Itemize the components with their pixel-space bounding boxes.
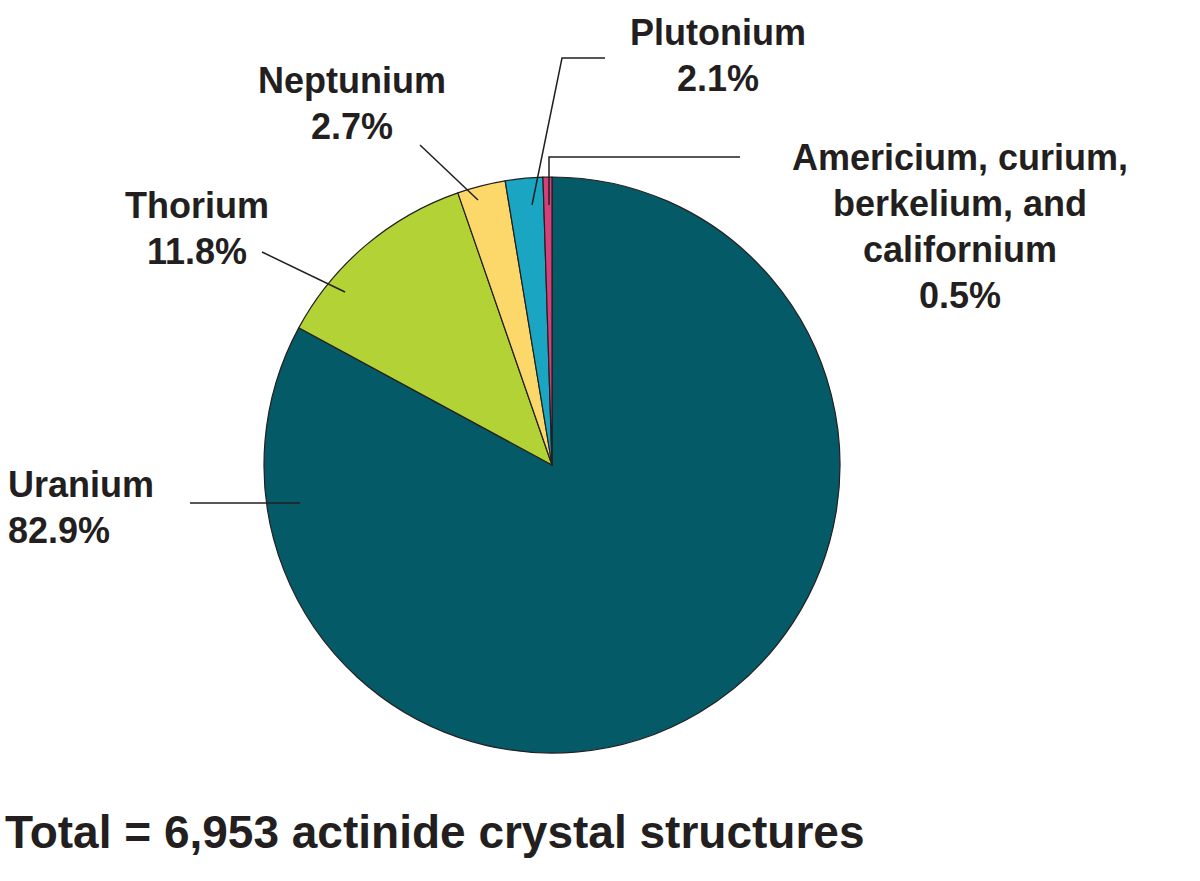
value-label: 2.1%	[677, 58, 759, 99]
leader-line	[420, 145, 478, 200]
category-label: Plutonium	[630, 12, 806, 53]
pie-slice	[505, 177, 552, 465]
value-label: 0.5%	[919, 275, 1001, 316]
pie	[264, 177, 840, 753]
chart-title: Total = 6,953 actinide crystal structure…	[5, 806, 864, 858]
labels: Uranium 82.9% Thorium 11.8% Neptunium 2.7% Plu…	[8, 12, 1128, 551]
category-label-line: Uranium	[8, 464, 154, 505]
leader-line	[549, 157, 740, 205]
value-label: 11.8%	[147, 231, 247, 272]
value-label: 2.7%	[311, 106, 393, 147]
chart-container: Uranium 82.9% Thorium 11.8% Neptunium 2.7% Plu…	[0, 0, 1200, 881]
leader-line	[262, 252, 345, 292]
category-label: Neptunium	[258, 60, 446, 101]
category-label-line: Americium, curium,	[792, 137, 1128, 178]
value-label: 82.9%	[8, 510, 110, 551]
category-label-line: berkelium, and	[833, 183, 1087, 224]
leader-line	[532, 58, 605, 205]
chart-svg: Uranium 82.9% Thorium 11.8% Neptunium 2.7% Plu…	[0, 0, 1200, 881]
category-label: Uranium	[8, 464, 154, 505]
leader-line	[190, 502, 300, 504]
category-label-line: Plutonium	[630, 12, 806, 53]
category-label: Thorium	[125, 185, 269, 226]
category-label-line: Neptunium	[258, 60, 446, 101]
pie-slice	[543, 177, 552, 465]
category-label-line: californium	[863, 229, 1057, 270]
leader-lines	[190, 58, 740, 503]
category-label: Americium, curium, berkelium, and californ…	[792, 137, 1128, 270]
category-label-line: Thorium	[125, 185, 269, 226]
pie-slice	[264, 177, 840, 753]
